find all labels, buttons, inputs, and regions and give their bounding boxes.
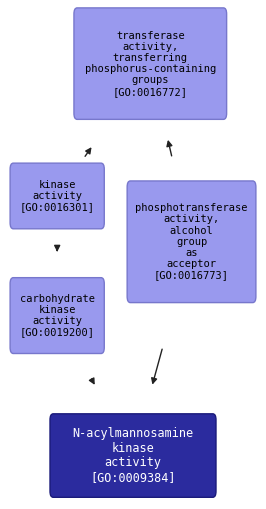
- FancyBboxPatch shape: [50, 414, 216, 497]
- Text: N-acylmannosamine
kinase
activity
[GO:0009384]: N-acylmannosamine kinase activity [GO:00…: [72, 427, 194, 484]
- FancyBboxPatch shape: [10, 278, 104, 354]
- Text: transferase
activity,
transferring
phosphorus-containing
groups
[GO:0016772]: transferase activity, transferring phosp…: [85, 31, 216, 97]
- Text: kinase
activity
[GO:0016301]: kinase activity [GO:0016301]: [20, 180, 95, 212]
- FancyBboxPatch shape: [10, 163, 104, 229]
- Text: carbohydrate
kinase
activity
[GO:0019200]: carbohydrate kinase activity [GO:0019200…: [20, 294, 95, 337]
- FancyBboxPatch shape: [127, 181, 256, 302]
- Text: phosphotransferase
activity,
alcohol
group
as
acceptor
[GO:0016773]: phosphotransferase activity, alcohol gro…: [135, 203, 248, 280]
- FancyBboxPatch shape: [74, 8, 227, 120]
